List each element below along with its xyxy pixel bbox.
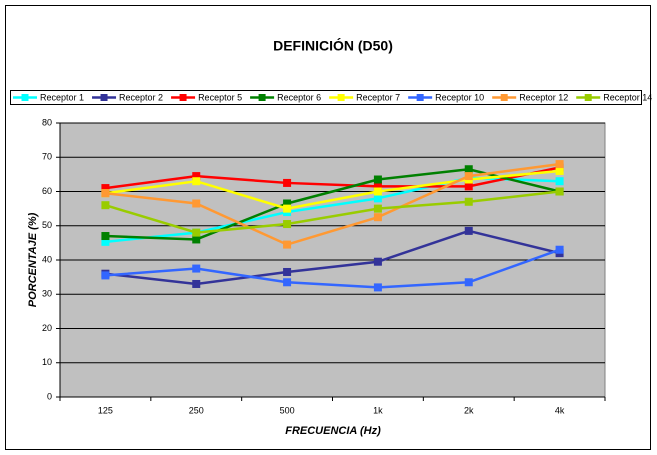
data-point <box>101 189 110 198</box>
legend-marker <box>258 94 266 101</box>
legend-box <box>10 90 642 105</box>
legend-marker <box>337 94 345 101</box>
data-point <box>101 232 110 241</box>
x-tick-label: 2k <box>464 405 474 415</box>
data-point <box>192 228 201 237</box>
x-tick-label: 1k <box>373 405 383 415</box>
data-point <box>555 245 564 254</box>
legend-marker <box>100 94 108 101</box>
data-point <box>283 199 292 208</box>
data-point <box>283 204 292 213</box>
legend-label: Receptor 2 <box>119 92 163 102</box>
data-point <box>101 201 110 210</box>
y-tick-label: 70 <box>42 152 52 162</box>
data-point <box>373 213 382 222</box>
legend-marker <box>179 94 187 101</box>
y-tick-label: 40 <box>42 254 52 264</box>
legend-label: Receptor 7 <box>356 92 400 102</box>
data-point <box>283 220 292 229</box>
x-axis-label: FRECUENCIA (Hz) <box>285 425 381 437</box>
series-line <box>105 229 560 286</box>
data-point <box>192 279 201 288</box>
data-point <box>373 257 382 266</box>
y-tick-label: 50 <box>42 220 52 230</box>
data-point <box>373 182 382 191</box>
series-line <box>105 190 560 234</box>
series-line <box>105 248 561 289</box>
data-point <box>192 172 201 181</box>
legend-label: Receptor 12 <box>519 92 568 102</box>
legend-label: Receptor 5 <box>198 92 242 102</box>
data-point <box>555 166 564 175</box>
legend-marker <box>500 94 508 101</box>
data-point <box>464 226 473 235</box>
data-point <box>464 182 473 191</box>
legend-label: Receptor 10 <box>435 92 484 102</box>
x-tick-label: 4k <box>555 405 565 415</box>
data-point <box>373 283 382 292</box>
y-axis-label: PORCENTAJE (%) <box>27 212 39 307</box>
data-point <box>464 172 473 181</box>
chart-title: DEFINICIÓN (D50) <box>273 37 393 54</box>
y-tick-label: 0 <box>47 391 52 401</box>
data-point <box>192 177 201 186</box>
data-point <box>555 177 564 186</box>
x-tick-label: 500 <box>280 405 295 415</box>
data-point <box>283 278 292 287</box>
data-point <box>101 237 110 246</box>
data-point <box>373 187 382 196</box>
data-point <box>373 175 382 184</box>
legend-label: Receptor 6 <box>277 92 321 102</box>
data-point <box>464 278 473 287</box>
y-tick-label: 60 <box>42 186 52 196</box>
data-point <box>283 267 292 276</box>
y-tick-label: 20 <box>42 323 52 333</box>
data-point <box>101 184 110 193</box>
legend-marker <box>416 94 424 101</box>
legend-marker <box>584 94 592 101</box>
series-line <box>105 166 560 190</box>
data-point <box>373 194 382 203</box>
data-point <box>283 240 292 249</box>
data-point <box>101 271 110 280</box>
data-point <box>192 264 201 273</box>
legend-label: Receptor 14 <box>603 92 652 102</box>
data-point <box>555 187 564 196</box>
y-tick-label: 10 <box>42 357 52 367</box>
series-line <box>105 162 560 246</box>
data-point <box>464 165 473 174</box>
y-tick-label: 30 <box>42 289 52 299</box>
data-point <box>283 178 292 187</box>
legend-marker <box>21 94 29 101</box>
x-tick-label: 125 <box>98 405 113 415</box>
data-point <box>192 235 201 244</box>
legend-label: Receptor 1 <box>40 92 84 102</box>
data-point <box>555 160 564 169</box>
y-tick-label: 80 <box>42 117 52 127</box>
series-line <box>105 169 560 210</box>
data-point <box>192 199 201 208</box>
data-point <box>464 197 473 206</box>
data-point <box>373 204 382 213</box>
x-tick-label: 250 <box>189 405 204 415</box>
